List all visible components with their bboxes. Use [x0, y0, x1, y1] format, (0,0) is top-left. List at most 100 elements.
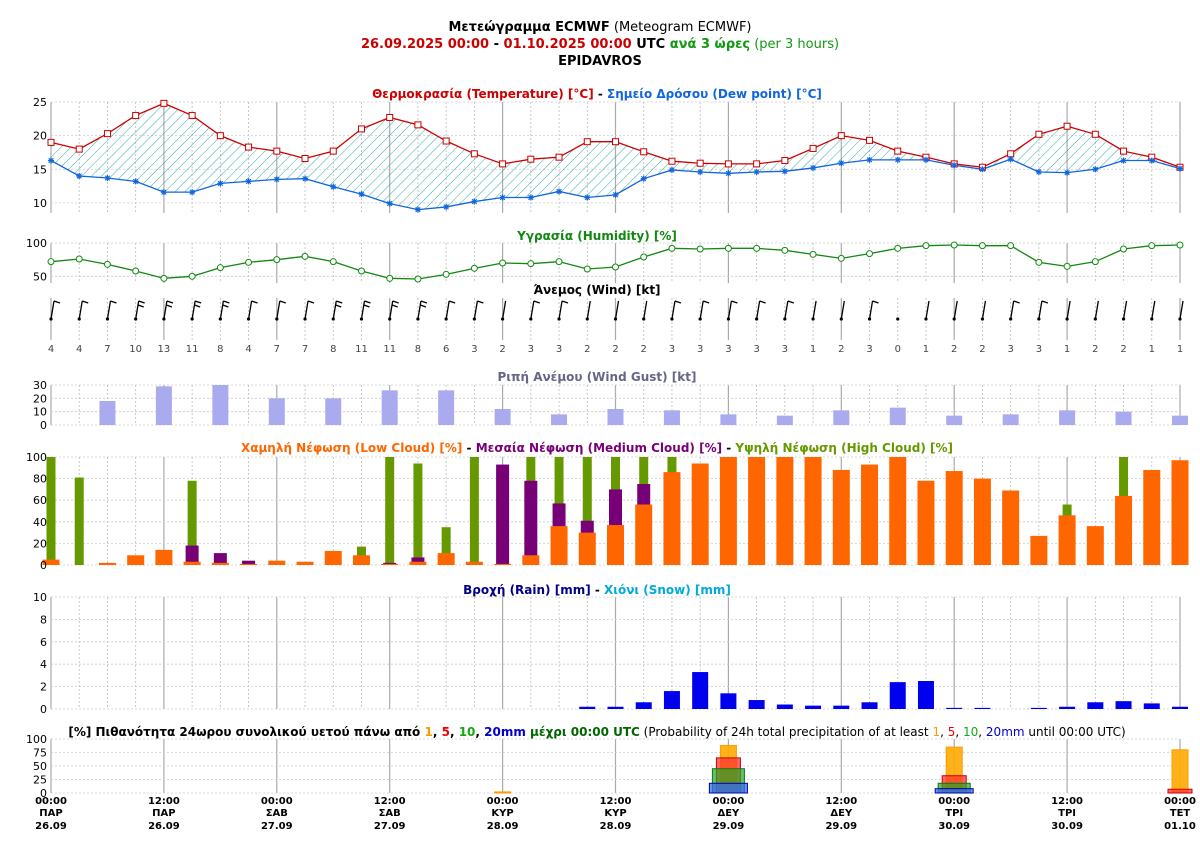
temperature-point [47, 138, 55, 146]
low-cloud-bar [861, 464, 879, 565]
wind-speed-label: 3 [471, 344, 477, 355]
dewpoint-point-stroke [697, 169, 703, 175]
wind-speed-label: 2 [838, 344, 844, 355]
wind-barb-feather [138, 300, 145, 304]
dewpoint-point-stroke [528, 194, 534, 201]
temp-dew-fill-area [51, 103, 1180, 210]
humidity-point [1120, 245, 1128, 253]
low-cloud-bar [578, 532, 596, 565]
medium-cloud-bar [524, 480, 538, 565]
wind-speed-label: 7 [302, 344, 308, 355]
wind-speed-label: 1 [923, 344, 929, 355]
x-date-label: 27.09 [374, 821, 406, 832]
temperature-point [1120, 147, 1128, 155]
humidity-point [894, 244, 902, 252]
wind-speed-label: 7 [104, 344, 110, 355]
temperature-point [809, 144, 817, 152]
humidity-point [696, 245, 704, 253]
rain-bar [1087, 702, 1104, 709]
wind-speed-label: 4 [76, 344, 82, 355]
wind-barb-shaft [671, 300, 676, 320]
dewpoint-point [330, 183, 337, 190]
gust-ytick-label: 10 [33, 406, 47, 419]
humidity-point [640, 253, 648, 261]
prob-v20: 20mm [484, 725, 526, 739]
dewpoint-point [1148, 157, 1155, 164]
gust-bar [663, 410, 680, 425]
gust-bar [381, 390, 398, 425]
x-day-label: ΠΑΡ [39, 808, 62, 819]
wind-barb-feather [731, 300, 738, 304]
dewpoint-point-stroke [753, 169, 760, 175]
cloud-title-sep1: - [462, 441, 475, 455]
temperature-point [216, 132, 224, 140]
wind-speed-label: 2 [641, 344, 647, 355]
wind-barb-shaft [50, 300, 55, 320]
dewpoint-point-stroke [979, 166, 986, 172]
wind-speed-label: 2 [1120, 344, 1126, 355]
dewpoint-point-stroke [274, 176, 280, 183]
gust-bar [325, 398, 342, 425]
dewpoint-point-stroke [782, 168, 788, 174]
wind-barb-shaft [727, 300, 733, 320]
temperature-point [442, 137, 450, 145]
dewpoint-point [104, 175, 111, 182]
humidity-point [357, 267, 365, 275]
wind-barb-feather [420, 304, 427, 308]
cloud-ytick-label: 20 [33, 537, 47, 550]
wind-speed-label: 3 [669, 344, 675, 355]
gust-bar [607, 409, 624, 425]
high-cloud-bar [441, 527, 451, 565]
temperature-point [753, 160, 761, 168]
dewpoint-point-stroke [669, 167, 675, 173]
temperature-point [273, 147, 281, 155]
dewpoint-point [471, 198, 478, 205]
dewpoint-point-stroke [556, 188, 562, 195]
temperature-point [555, 153, 563, 161]
x-time-label: 12:00 [825, 796, 857, 807]
low-cloud-bar [98, 562, 116, 565]
low-cloud-bar [1030, 535, 1048, 565]
low-cloud-bar [945, 471, 963, 565]
wind-barb-shaft [332, 300, 337, 320]
wind-speed-label: 3 [697, 344, 703, 355]
prob-v10: 10 [459, 725, 476, 739]
x-time-label: 00:00 [35, 796, 67, 807]
wind-barb-shaft [417, 300, 422, 320]
dewpoint-point-stroke [951, 162, 957, 168]
medium-cloud-bar [213, 553, 227, 565]
temperature-ytick-label: 25 [33, 96, 47, 109]
low-cloud-bar [691, 463, 709, 565]
wind-speed-label: 1 [810, 344, 816, 355]
probability-bar [1171, 749, 1189, 794]
wind-barb-shaft [1094, 300, 1099, 320]
wind-barb-feather [251, 300, 258, 304]
low-cloud-bar [1171, 460, 1189, 565]
dewpoint-point [979, 166, 986, 173]
prob-c3: , [475, 725, 484, 739]
dewpoint-point [838, 160, 845, 167]
precip-title-b: Χιόνι (Snow) [mm] [604, 583, 731, 597]
wind-barb-shaft [1179, 300, 1184, 320]
wind-speed-label: 3 [556, 344, 562, 355]
dewpoint-point-stroke [415, 206, 421, 213]
header-title-sub: (Meteogram ECMWF) [610, 20, 752, 35]
rain-bar [861, 702, 878, 709]
temperature-point [640, 148, 648, 156]
gust-bar [1115, 411, 1132, 425]
gust-bar [1172, 415, 1188, 425]
wind-speed-label: 7 [274, 344, 280, 355]
humidity-point [329, 258, 337, 266]
temperature-point [583, 138, 591, 146]
humidity-point [301, 252, 309, 260]
x-date-label: 28.09 [487, 821, 519, 832]
cloud-ytick-label: 60 [33, 494, 47, 507]
dewpoint-point [443, 203, 450, 210]
low-cloud-bar [635, 504, 653, 565]
dewpoint-point-stroke [1007, 156, 1014, 162]
humidity-ytick-label: 50 [33, 270, 47, 283]
cloud-ytick-label: 80 [33, 473, 47, 486]
wind-speed-label: 3 [753, 344, 759, 355]
wind-barb-shaft [1038, 300, 1043, 320]
wind-barb-feather [110, 300, 117, 304]
